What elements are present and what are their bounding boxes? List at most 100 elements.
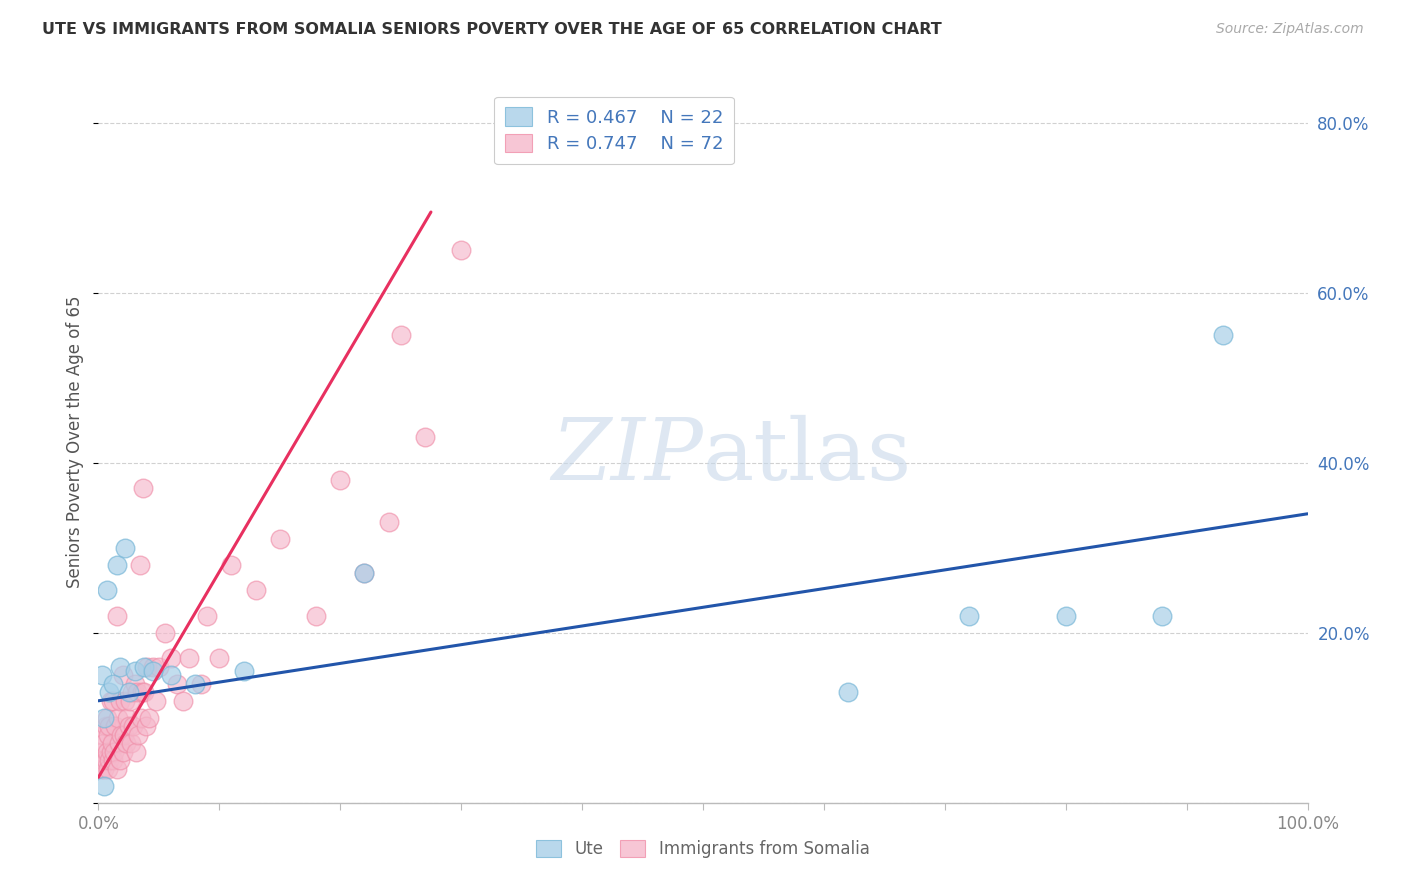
Point [208, 651, 231, 665]
Point [103, 745, 125, 759]
Point [413, 430, 436, 444]
Point [104, 719, 127, 733]
Point [135, 719, 157, 733]
Point [118, 719, 141, 733]
Text: UTE VS IMMIGRANTS FROM SOMALIA SENIORS POVERTY OVER THE AGE OF 65 CORRELATION CH: UTE VS IMMIGRANTS FROM SOMALIA SENIORS P… [42, 22, 942, 37]
Point [389, 328, 412, 343]
Point [142, 664, 165, 678]
Point [93, 711, 115, 725]
Point [195, 608, 218, 623]
Point [93, 736, 115, 750]
Point [96, 583, 118, 598]
Point [837, 685, 859, 699]
Point [108, 694, 131, 708]
Point [124, 677, 146, 691]
Point [110, 728, 132, 742]
Point [114, 541, 136, 555]
Point [160, 668, 183, 682]
Point [127, 685, 149, 699]
Point [128, 558, 150, 572]
Point [96, 745, 118, 759]
Point [1152, 608, 1174, 623]
Point [124, 664, 146, 678]
Point [135, 660, 157, 674]
Point [221, 558, 243, 572]
Point [1054, 608, 1077, 623]
Text: atlas: atlas [703, 415, 912, 498]
Point [101, 694, 124, 708]
Point [122, 719, 145, 733]
Point [108, 753, 131, 767]
Point [117, 711, 139, 725]
Point [269, 533, 291, 547]
Point [118, 685, 141, 699]
Point [329, 473, 352, 487]
Point [131, 685, 153, 699]
Point [101, 677, 124, 691]
Point [305, 608, 328, 623]
Point [148, 660, 170, 674]
Point [166, 677, 188, 691]
Point [91, 745, 114, 759]
Point [127, 728, 149, 742]
Point [108, 660, 131, 674]
Point [94, 753, 117, 767]
Point [107, 711, 129, 725]
Point [101, 753, 124, 767]
Point [112, 728, 135, 742]
Point [172, 694, 194, 708]
Point [132, 481, 155, 495]
Point [142, 660, 165, 674]
Point [90, 762, 112, 776]
Point [100, 736, 122, 750]
Point [134, 685, 156, 699]
Text: Source: ZipAtlas.com: Source: ZipAtlas.com [1216, 22, 1364, 37]
Point [957, 608, 980, 623]
Point [353, 566, 375, 581]
Point [184, 677, 207, 691]
Point [93, 762, 115, 776]
Point [160, 651, 183, 665]
Point [98, 685, 121, 699]
Point [98, 719, 121, 733]
Point [111, 745, 134, 759]
Point [105, 762, 128, 776]
Point [125, 745, 148, 759]
Point [377, 516, 399, 530]
Legend: Ute, Immigrants from Somalia: Ute, Immigrants from Somalia [529, 832, 877, 867]
Point [97, 762, 120, 776]
Point [91, 753, 114, 767]
Point [245, 583, 267, 598]
Point [97, 728, 120, 742]
Point [93, 779, 115, 793]
Y-axis label: Seniors Poverty Over the Age of 65: Seniors Poverty Over the Age of 65 [66, 295, 84, 588]
Point [91, 728, 114, 742]
Point [108, 736, 131, 750]
Point [115, 736, 138, 750]
Point [100, 694, 122, 708]
Point [121, 685, 143, 699]
Point [111, 668, 134, 682]
Point [138, 711, 160, 725]
Point [129, 711, 152, 725]
Point [179, 651, 201, 665]
Point [153, 625, 176, 640]
Point [98, 753, 121, 767]
Point [1212, 328, 1234, 343]
Point [450, 244, 472, 258]
Point [94, 719, 117, 733]
Text: ZIP: ZIP [551, 415, 703, 498]
Point [105, 608, 128, 623]
Point [91, 668, 114, 682]
Point [105, 558, 128, 572]
Point [190, 677, 212, 691]
Point [100, 745, 122, 759]
Point [96, 711, 118, 725]
Point [145, 694, 167, 708]
Point [232, 664, 254, 678]
Point [134, 660, 156, 674]
Point [120, 736, 142, 750]
Point [353, 566, 375, 581]
Point [114, 694, 136, 708]
Point [118, 694, 141, 708]
